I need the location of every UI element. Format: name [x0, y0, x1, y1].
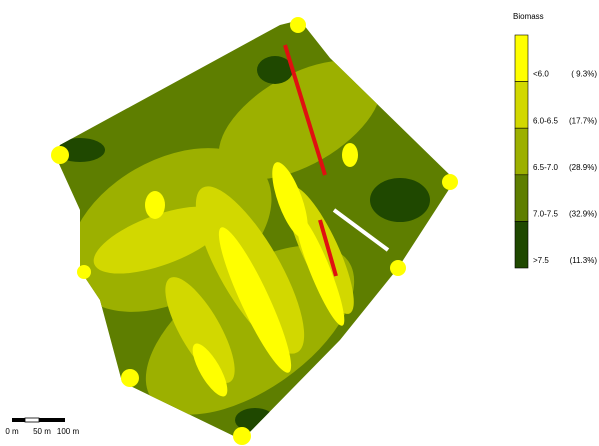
legend-percent: ( 9.3%): [571, 70, 597, 79]
legend-swatch: [515, 175, 528, 222]
legend-label: 6.0-6.5: [533, 116, 558, 125]
page: Biomass <6.0 ( 9.3%) 6.0-6.5 (17.7%) 6.5-7.0…: [0, 0, 599, 446]
scale-bar: 0 m 50 m 100 m: [5, 418, 79, 436]
legend-percent: (32.9%): [569, 210, 597, 219]
scale-label: 100 m: [57, 427, 80, 436]
legend-swatch: [515, 128, 528, 175]
scale-label: 50 m: [33, 427, 51, 436]
map-view: Biomass <6.0 ( 9.3%) 6.0-6.5 (17.7%) 6.5-7.0…: [0, 0, 599, 446]
legend-percent: (17.7%): [569, 116, 597, 125]
legend-swatch: [515, 82, 528, 129]
legend-swatch: [515, 35, 528, 82]
field-map: [0, 0, 500, 446]
legend-label: 7.0-7.5: [533, 210, 558, 219]
legend-percent: (28.9%): [569, 163, 597, 172]
legend-label: >7.5: [533, 256, 549, 265]
legend: <6.0 ( 9.3%) 6.0-6.5 (17.7%) 6.5-7.0 (28.9%) 7…: [515, 35, 597, 268]
legend-percent: (11.3%): [570, 256, 598, 265]
scale-label: 0 m: [5, 427, 19, 436]
legend-label: <6.0: [533, 70, 549, 79]
legend-title: Biomass: [513, 12, 544, 21]
legend-label: 6.5-7.0: [533, 163, 558, 172]
legend-swatch: [515, 221, 528, 268]
